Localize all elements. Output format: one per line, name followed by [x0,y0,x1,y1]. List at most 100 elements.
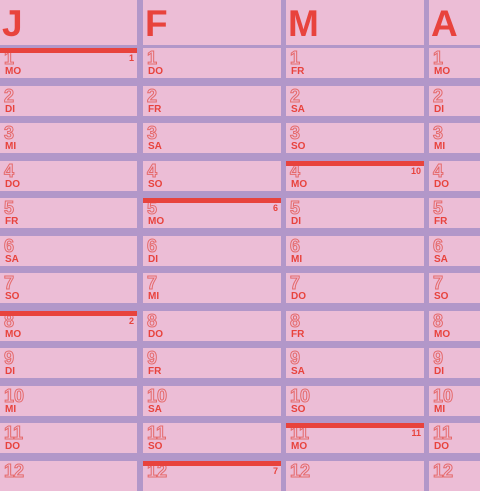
day-cell[interactable]: 2 DI [0,85,137,116]
day-cell[interactable]: 3 SA [143,123,281,153]
day-cell[interactable]: 8 MO [429,310,480,341]
day-number: 6 [432,235,444,256]
day-cell[interactable]: 10 SA [143,385,281,416]
day-number: 8 [3,310,15,331]
day-cell[interactable]: 7 MI [143,273,281,303]
month-column-f: F 1 DO 2 FR 3 SA 4 SO 5 MO 6 6 DI 7 MI 8 DO 9 FR 10 SA 11 SO 12 7 [143,0,281,491]
day-cell[interactable]: 3 MI [429,123,480,153]
weekday-label: FR [5,216,19,227]
weekday-label: SO [291,403,306,415]
month-header: J [0,0,137,45]
weekday-label: MI [291,253,303,265]
day-cell[interactable]: 8 MO 2 [0,310,137,341]
day-number: 5 [3,198,15,218]
day-cell[interactable]: 10 SO [286,385,424,416]
day-cell[interactable]: 10 MI [0,385,137,416]
day-number: 1 [289,48,301,68]
day-cell[interactable]: 9 SA [286,348,424,378]
day-number: 12 [146,460,168,481]
day-cell[interactable]: 4 MO 10 [286,160,424,191]
weekday-label: SA [5,253,19,265]
day-cell[interactable]: 12 [286,460,424,491]
day-number: 11 [289,423,310,443]
day-cell[interactable]: 7 DO [286,273,424,303]
day-cell[interactable]: 12 [429,460,480,491]
day-number: 3 [289,123,301,143]
day-cell[interactable]: 6 SA [429,235,480,266]
day-number: 9 [432,348,444,368]
day-cell[interactable]: 10 MI [429,385,480,416]
weekday-label: DI [148,253,158,265]
day-cell[interactable]: 12 7 [143,460,281,491]
weekday-label: DO [5,178,20,190]
day-cell[interactable]: 5 FR [0,198,137,228]
weekday-label: SO [148,441,163,452]
day-cell[interactable]: 8 DO [143,310,281,341]
day-number: 4 [3,160,15,181]
day-number: 12 [3,460,25,481]
day-number: 6 [289,235,301,256]
month-letter: M [288,3,319,44]
weekday-label: SA [148,403,162,415]
weekday-label: SA [291,366,305,377]
day-number: 6 [146,235,158,256]
day-number: 3 [3,123,15,143]
weekday-label: DO [434,441,449,452]
day-cell[interactable]: 7 SO [429,273,480,303]
month-header: M [286,0,424,45]
day-cell[interactable]: 11 DO [0,423,137,453]
month-column-a: A 1 MO 2 DI 3 MI 4 DO 5 FR 6 SA 7 SO 8 MO 9 DI 10 MI 11 DO 12 [429,0,480,491]
day-number: 7 [146,273,158,293]
day-cell[interactable]: 11 SO [143,423,281,453]
weekday-label: DI [434,366,444,377]
day-cell[interactable]: 1 DO [143,48,281,78]
day-number: 11 [3,423,24,443]
day-cell[interactable]: 6 DI [143,235,281,266]
day-number: 1 [146,48,158,68]
weekday-label: SA [148,141,162,152]
day-cell[interactable]: 5 MO 6 [143,198,281,228]
weekday-label: DO [148,328,163,340]
day-number: 3 [432,123,444,143]
day-cell[interactable]: 2 FR [143,85,281,116]
day-cell[interactable]: 9 FR [143,348,281,378]
day-number: 10 [432,385,454,406]
day-cell[interactable]: 8 FR [286,310,424,341]
weekday-label: MO [291,441,308,452]
day-cell[interactable]: 2 DI [429,85,480,116]
day-number: 12 [432,460,454,481]
day-cell[interactable]: 7 SO [0,273,137,303]
day-cell[interactable]: 12 [0,460,137,491]
day-cell[interactable]: 6 SA [0,235,137,266]
day-cell[interactable]: 4 DO [429,160,480,191]
day-number: 10 [146,385,168,406]
day-cell[interactable]: 1 MO [429,48,480,78]
weekday-label: DO [434,178,449,190]
day-cell[interactable]: 4 DO [0,160,137,191]
day-cell[interactable]: 1 MO 1 [0,48,137,78]
weekday-label: DI [5,103,15,115]
weekday-label: MO [5,66,22,77]
day-cell[interactable]: 1 FR [286,48,424,78]
weekday-label: DO [148,66,163,77]
day-cell[interactable]: 9 DI [0,348,137,378]
day-number: 3 [146,123,158,143]
month-header: F [143,0,281,45]
week-number: 2 [128,315,134,326]
day-cell[interactable]: 11 DO [429,423,480,453]
day-cell[interactable]: 6 MI [286,235,424,266]
day-cell[interactable]: 5 DI [286,198,424,228]
day-cell[interactable]: 2 SA [286,85,424,116]
day-cell[interactable]: 3 MI [0,123,137,153]
day-cell[interactable]: 4 SO [143,160,281,191]
week-number: 1 [128,53,134,63]
weekday-label: FR [434,216,448,227]
day-number: 7 [289,273,301,293]
day-cell[interactable]: 11 MO 11 [286,423,424,453]
day-cell[interactable]: 5 FR [429,198,480,228]
weekday-label: SO [148,178,163,190]
weekday-label: MI [5,141,17,152]
day-cell[interactable]: 3 SO [286,123,424,153]
day-cell[interactable]: 9 DI [429,348,480,378]
day-number: 10 [3,385,25,406]
